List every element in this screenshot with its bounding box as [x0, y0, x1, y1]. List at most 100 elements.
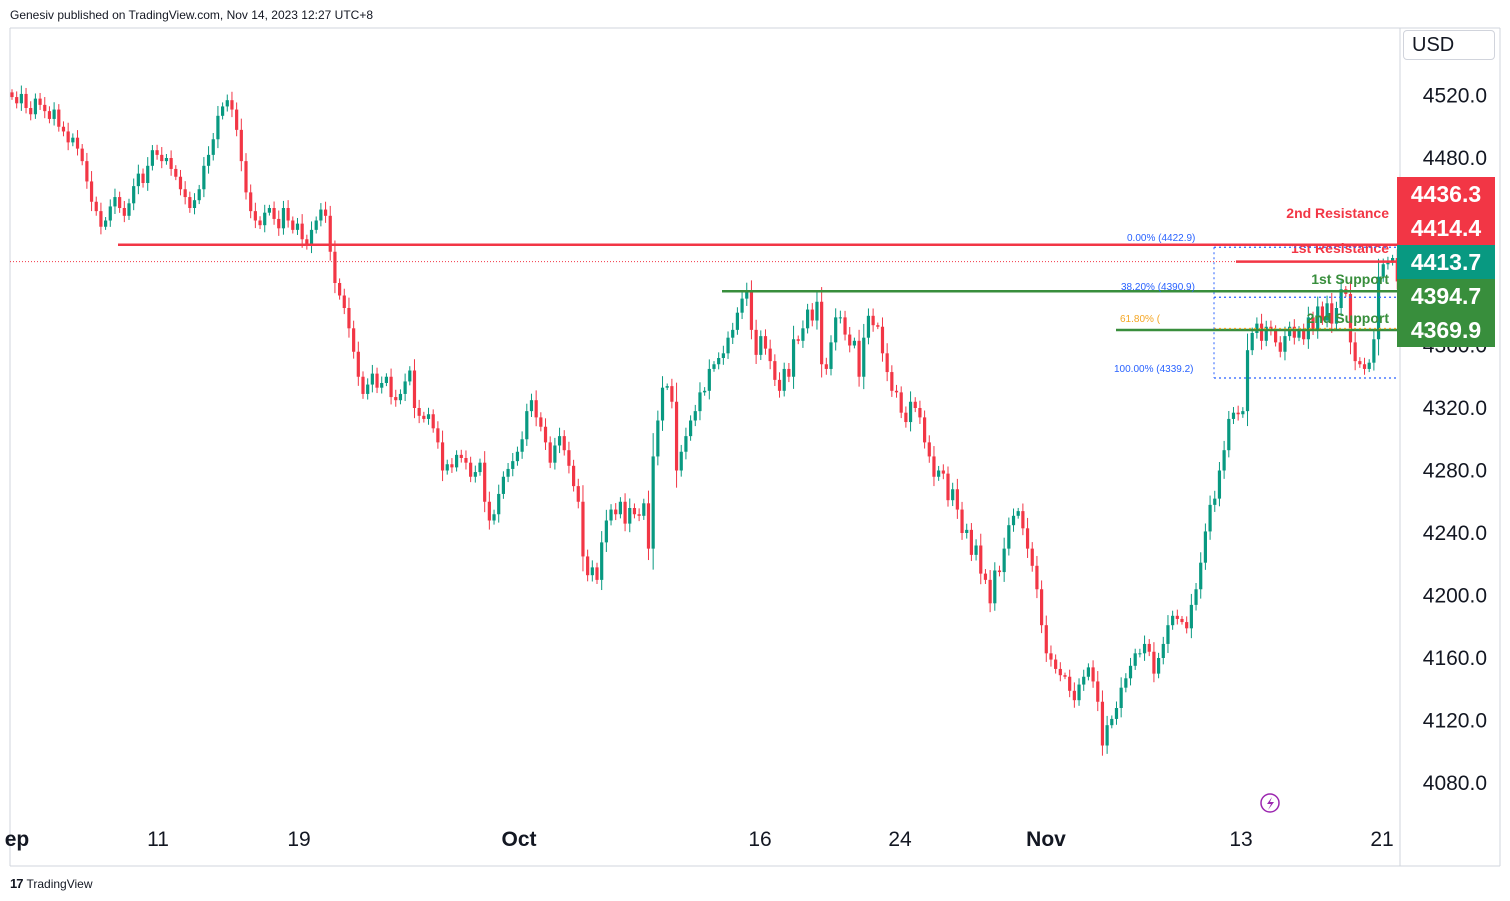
price-tag: 4414.4 — [1397, 211, 1495, 245]
brand-name: TradingView — [26, 876, 93, 891]
label-2nd-support: 2nd Support — [1307, 310, 1390, 326]
candle — [698, 382, 702, 421]
candle — [1203, 523, 1207, 570]
fib-label: 38.20% (4390.9) — [1121, 282, 1195, 293]
candle — [1035, 555, 1039, 599]
candle — [824, 357, 828, 375]
candle — [277, 210, 281, 236]
price-tick-label: 4200.0 — [1423, 585, 1487, 608]
candle — [1049, 645, 1053, 667]
candle — [314, 216, 318, 234]
candle — [1091, 660, 1095, 688]
candle — [1114, 701, 1119, 725]
candle — [1030, 542, 1034, 572]
label-2nd-resistance: 2nd Resistance — [1286, 205, 1389, 221]
candle — [305, 234, 309, 250]
candle — [876, 322, 880, 330]
fib-label: 0.00% (4422.9) — [1127, 233, 1195, 244]
candle — [295, 217, 300, 235]
candle — [356, 341, 360, 386]
candle — [464, 450, 468, 470]
candle — [281, 200, 286, 235]
candle — [169, 150, 173, 176]
candle — [1353, 332, 1357, 371]
candle — [899, 386, 903, 419]
candle — [689, 415, 693, 441]
candle — [590, 560, 594, 582]
candle — [436, 421, 440, 449]
candle — [239, 118, 243, 172]
candle — [1227, 410, 1231, 458]
candle — [932, 446, 936, 487]
candle — [534, 390, 538, 427]
candle — [1152, 642, 1156, 683]
candle — [1348, 280, 1353, 355]
candle — [1386, 256, 1390, 270]
candle — [674, 382, 679, 488]
candle — [1245, 333, 1250, 427]
candle — [665, 383, 669, 391]
candle — [1330, 292, 1334, 333]
candle — [1208, 495, 1212, 540]
candle — [52, 102, 56, 126]
candle — [782, 362, 786, 397]
candle — [1199, 552, 1203, 599]
candle — [501, 471, 505, 499]
candle — [1213, 490, 1217, 512]
candle — [651, 433, 655, 570]
candle — [946, 466, 950, 507]
candle — [1362, 357, 1367, 375]
candle — [1231, 407, 1236, 425]
candle — [553, 437, 557, 470]
candle — [61, 121, 66, 137]
price-tick-label: 4120.0 — [1423, 710, 1487, 733]
time-tick-label: 21 — [1370, 828, 1393, 851]
candle — [267, 204, 271, 216]
candle — [57, 104, 61, 132]
price-tick-label: 4520.0 — [1423, 85, 1487, 108]
candle — [487, 491, 491, 530]
candle — [1119, 677, 1123, 718]
candle — [997, 565, 1002, 577]
candle — [1376, 258, 1381, 356]
candle — [885, 343, 889, 382]
candle — [1110, 715, 1114, 729]
candle — [384, 373, 388, 387]
candle — [1007, 517, 1011, 556]
candle — [1391, 254, 1395, 266]
candle — [623, 493, 627, 532]
candle — [684, 427, 688, 460]
candle — [923, 410, 927, 449]
price-tick-label: 4480.0 — [1423, 147, 1487, 170]
lightning-icon[interactable] — [1260, 793, 1280, 813]
candle — [1138, 648, 1142, 658]
level-lines: 2nd Resistance 1st Resistance 1st Support 2… — [10, 205, 1400, 332]
candle — [707, 359, 711, 400]
candle — [586, 549, 590, 582]
candle — [1105, 715, 1109, 754]
candle — [33, 93, 37, 119]
candle — [927, 435, 931, 463]
candle — [614, 503, 618, 521]
time-tick-label: 13 — [1229, 828, 1252, 851]
currency-selector[interactable]: USD — [1403, 30, 1495, 60]
candle — [492, 509, 496, 525]
candle — [581, 485, 585, 572]
candle — [951, 482, 955, 507]
candle — [820, 287, 824, 378]
candle — [525, 403, 529, 446]
candle — [918, 400, 922, 424]
candle — [670, 378, 674, 409]
candle — [459, 449, 463, 463]
time-tick-label: Nov — [1026, 828, 1066, 851]
candle — [323, 201, 328, 223]
candle — [426, 407, 431, 425]
candle — [1166, 615, 1170, 654]
time-tick-label: 24 — [888, 828, 912, 851]
candle — [99, 202, 103, 235]
candle — [871, 308, 875, 332]
candle — [1194, 583, 1198, 611]
candle — [609, 504, 613, 526]
time-tick-label: 16 — [748, 828, 771, 851]
